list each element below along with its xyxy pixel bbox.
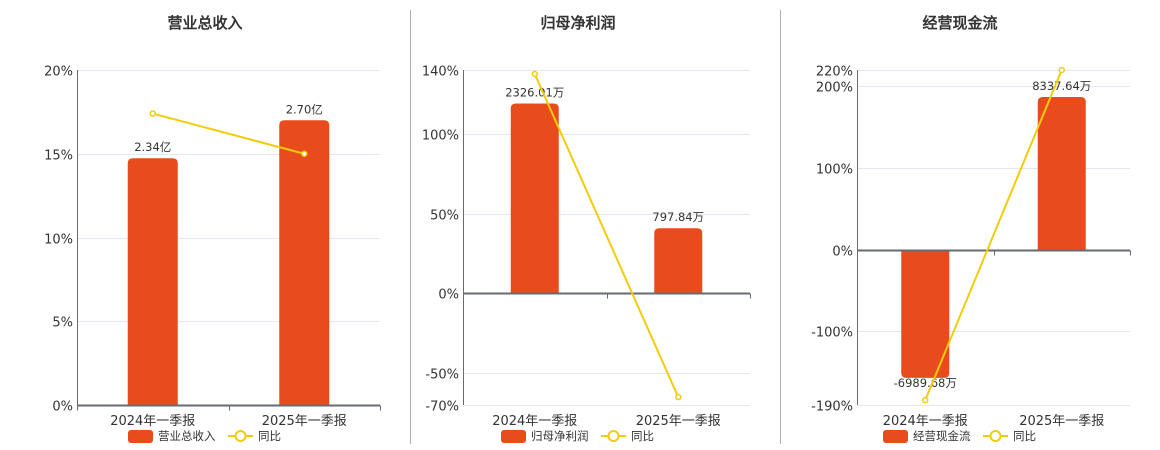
chart-1: 营业总收入 0% 5% 10% 15% 20% 2.34亿 2.70亿 2024年一季报 2025… [44, 14, 381, 443]
y-tick-label: -190% [811, 400, 853, 415]
bar [1037, 96, 1086, 250]
legend-line-marker [234, 430, 247, 442]
bar-data-label: 2.34亿 [134, 140, 171, 154]
legend-bar-label: 经营现金流 [913, 429, 971, 443]
legend-bar-swatch [501, 430, 526, 443]
x-category-label: 2024年一季报 [110, 414, 195, 429]
bar [127, 158, 178, 405]
legend-line-label: 同比 [258, 429, 281, 443]
yoy-point [922, 396, 929, 404]
y-tick-label: 100% [816, 163, 853, 178]
chart-2: 归母净利润 -70% -50% 0% 50% 100% 140% 2326.01万 797.84… [422, 14, 751, 443]
yoy-point [531, 70, 538, 78]
yoy-point [1058, 66, 1065, 74]
yoy-line [152, 112, 305, 155]
bar-data-label: 2.70亿 [286, 102, 323, 116]
legend-bar-label: 归母净利润 [531, 429, 589, 443]
bar-data-label: 2326.01万 [505, 86, 564, 100]
y-tick-label: 100% [422, 129, 459, 144]
yoy-point [301, 150, 308, 157]
bar-data-label: 8337.64万 [1032, 79, 1091, 93]
y-tick-label: -70% [425, 400, 459, 415]
y-tick-label: 5% [52, 316, 73, 331]
chart-3: 经营现金流 -190% -100% 0% 100% 200%220% -6989.68万 83… [811, 14, 1131, 443]
y-tick-label: 0% [52, 400, 73, 415]
bar-data-label: -6989.68万 [894, 376, 957, 390]
x-category-label: 2025年一季报 [262, 414, 347, 429]
x-category-label: 2024年一季报 [883, 414, 968, 429]
yoy-line [533, 73, 680, 398]
y-tick-label: -100% [811, 326, 853, 341]
yoy-point [149, 110, 156, 117]
legend-bar-swatch [128, 430, 153, 443]
yoy-point [675, 393, 682, 401]
yoy-line [924, 69, 1063, 401]
y-tick-label: 200% [816, 81, 853, 96]
x-category-label: 2025年一季报 [1019, 414, 1104, 429]
chart-title: 营业总收入 [167, 14, 242, 32]
bar [510, 103, 559, 294]
bar-data-label: 797.84万 [652, 210, 704, 224]
legend-line-marker [607, 430, 620, 442]
legend-bar-label: 营业总收入 [158, 429, 216, 443]
y-tick-label: 15% [44, 149, 73, 164]
y-tick-label: 20% [44, 65, 73, 80]
y-tick-label: -50% [425, 368, 459, 383]
bar [654, 228, 703, 294]
x-category-label: 2024年一季报 [492, 414, 577, 429]
legend-line-label: 同比 [1013, 429, 1036, 443]
y-tick-label: 10% [44, 233, 73, 248]
legend-bar-swatch [883, 430, 908, 443]
bar [279, 120, 330, 405]
y-tick-label: 0% [832, 245, 853, 260]
y-tick-label: 0% [438, 288, 459, 303]
legend-line-marker [989, 430, 1002, 442]
legend-line-label: 同比 [631, 429, 654, 443]
chart-title: 经营现金流 [922, 14, 997, 32]
y-tick-label: 220% [816, 65, 853, 80]
bar [901, 249, 950, 378]
y-tick-label: 50% [430, 209, 459, 224]
chart-title: 归母净利润 [540, 14, 615, 32]
y-tick-label: 140% [422, 65, 459, 80]
x-category-label: 2025年一季报 [636, 414, 721, 429]
